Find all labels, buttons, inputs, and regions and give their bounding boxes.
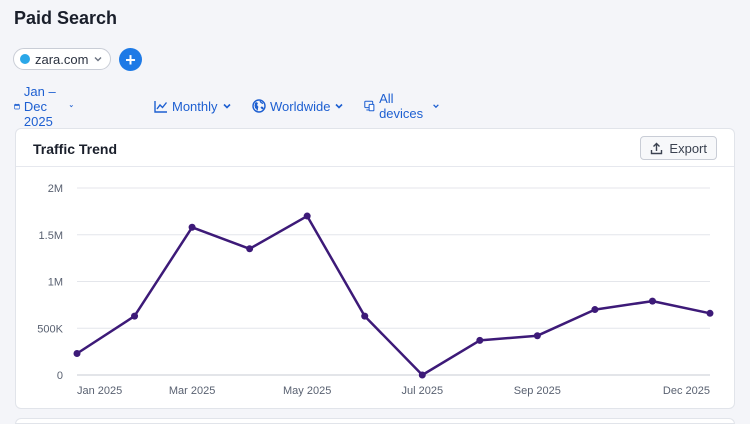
x-tick-label: May 2025: [283, 385, 331, 397]
x-tick-label: Jan 2025: [77, 385, 122, 397]
domain-color-dot: [20, 54, 30, 64]
data-point: [73, 349, 81, 357]
chevron-down-icon: [335, 103, 344, 109]
data-point: [131, 312, 139, 320]
page-title: Paid Search: [14, 8, 118, 28]
domain-label: zara.com: [35, 51, 89, 67]
export-button[interactable]: Export: [640, 136, 717, 160]
x-tick-label: Dec 2025: [663, 385, 710, 397]
chevron-down-icon: [222, 103, 231, 109]
line-chart-icon: [154, 100, 168, 113]
data-point: [591, 306, 599, 314]
card-header: Traffic Trend Export: [16, 129, 734, 167]
globe-icon: [252, 99, 266, 113]
data-point: [188, 223, 196, 231]
x-tick-label: Jul 2025: [401, 385, 443, 397]
series-line: [76, 214, 711, 377]
granularity-label: Monthly: [172, 98, 218, 114]
region-filter[interactable]: Worldwide: [252, 96, 344, 116]
y-tick-label: 1M: [48, 277, 63, 289]
x-tick-label: Sep 2025: [514, 385, 561, 397]
data-point: [303, 212, 311, 220]
upload-icon: [651, 142, 663, 154]
x-tick-label: Mar 2025: [169, 385, 215, 397]
export-label: Export: [669, 140, 707, 156]
y-tick-label: 500K: [37, 323, 63, 335]
data-point: [246, 245, 254, 253]
granularity-filter[interactable]: Monthly: [154, 96, 232, 116]
traffic-trend-card: Traffic Trend Export 0 500K 1M 1.5M 2M Jan 20…: [15, 128, 735, 409]
data-point: [648, 297, 656, 305]
data-point: [533, 332, 541, 340]
data-point: [361, 312, 369, 320]
date-range-label: Jan – Dec 2025: [23, 83, 56, 129]
chevron-down-icon: [433, 104, 439, 109]
card-title: Traffic Trend: [33, 141, 118, 157]
chevron-down-icon: [94, 57, 102, 62]
traffic-trend-chart: 0 500K 1M 1.5M 2M Jan 2025 Mar 2025 May 2025 Jul…: [37, 183, 714, 397]
devices-label: All devices: [379, 91, 424, 121]
devices-filter[interactable]: All devices: [364, 91, 440, 121]
y-tick-label: 0: [57, 370, 63, 382]
y-tick-label: 1.5M: [39, 230, 63, 242]
next-card-edge: [15, 418, 735, 424]
calendar-icon: [14, 103, 20, 109]
devices-icon: [364, 100, 375, 112]
data-point: [706, 309, 714, 317]
y-tick-label: 2M: [48, 183, 63, 195]
chevron-down-icon: [70, 105, 74, 108]
data-point: [418, 371, 426, 379]
add-domain-button[interactable]: +: [119, 48, 142, 71]
region-label: Worldwide: [270, 98, 331, 114]
data-point: [476, 336, 484, 344]
date-range-filter[interactable]: Jan – Dec 2025: [14, 84, 74, 129]
domain-selector[interactable]: zara.com: [13, 48, 112, 70]
